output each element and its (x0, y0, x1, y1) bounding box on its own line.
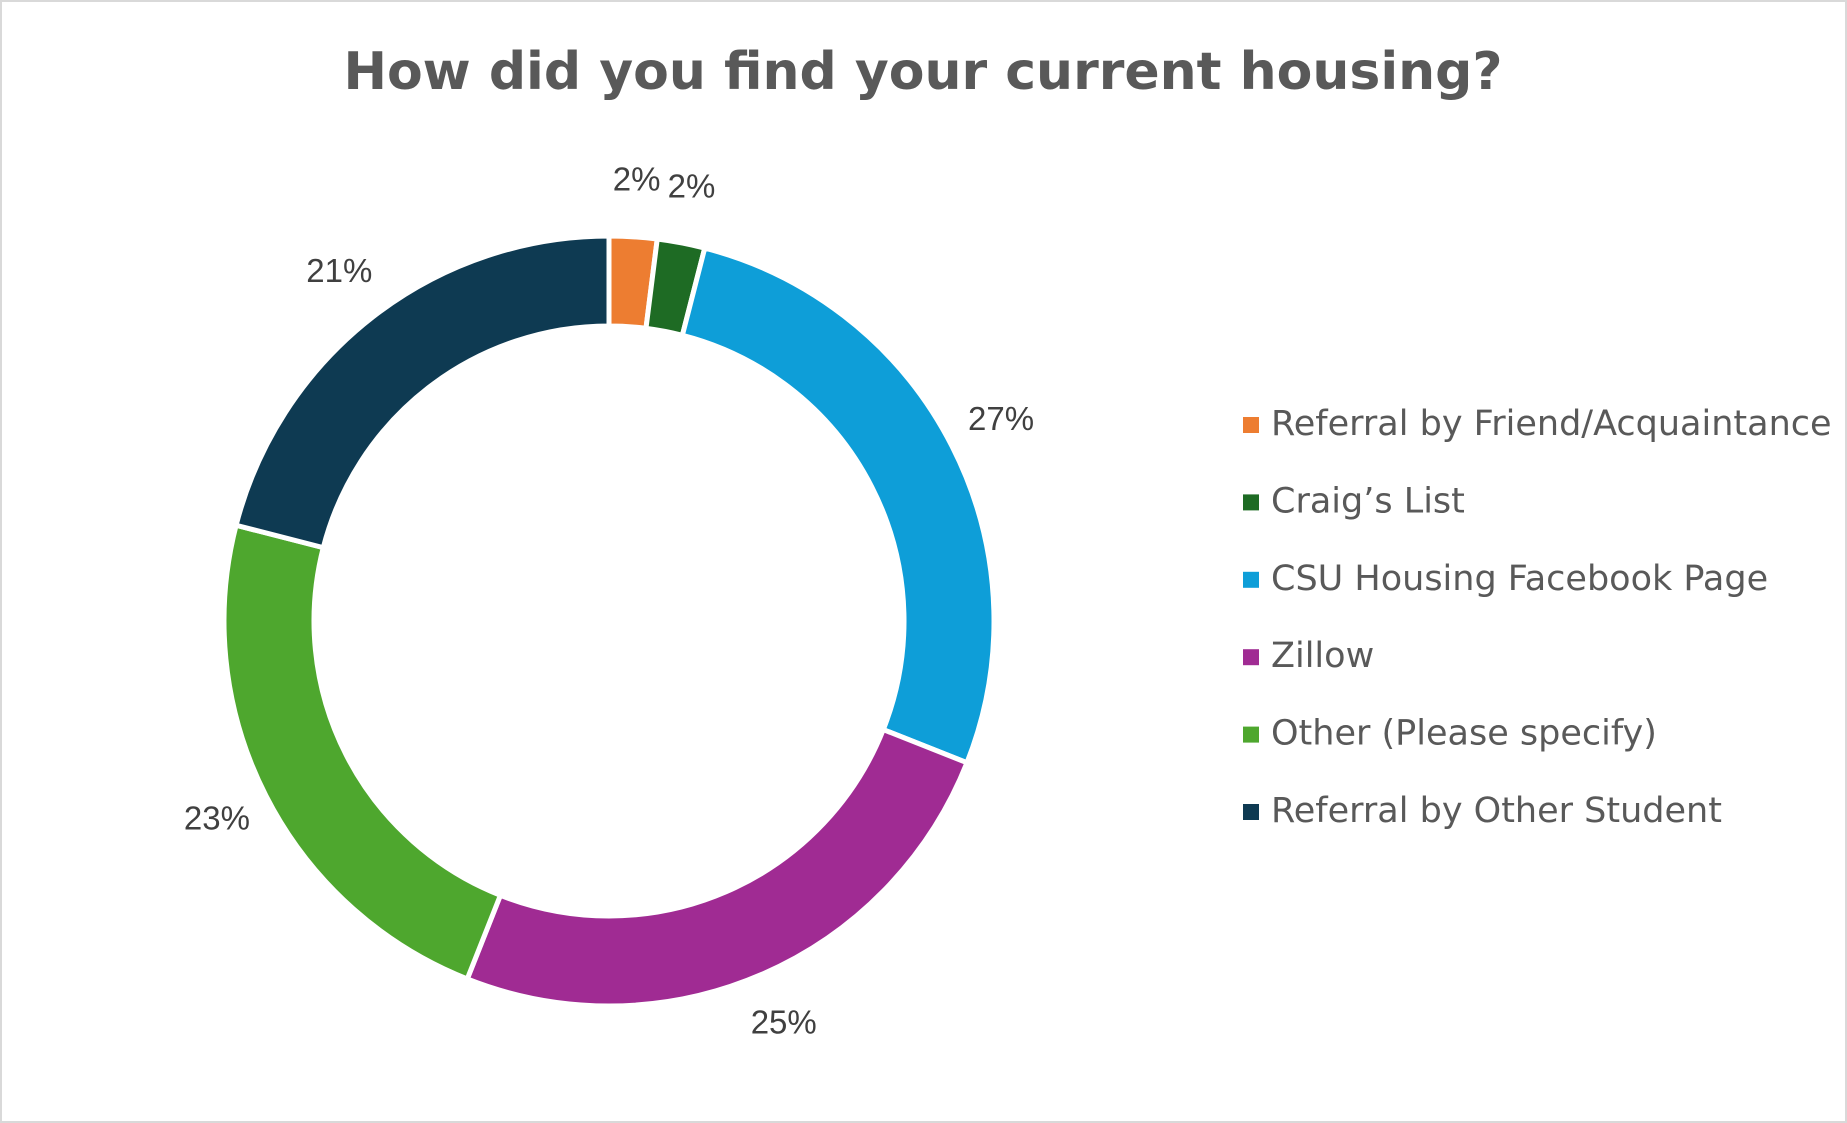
legend-swatch (1243, 804, 1259, 820)
legend-label: Referral by Other Student (1271, 791, 1722, 831)
legend-label: Referral by Friend/Acquaintance (1271, 404, 1832, 444)
legend-swatch (1243, 649, 1259, 666)
value-label: 21% (306, 252, 372, 289)
legend-swatch (1243, 571, 1259, 588)
legend-swatch (1243, 417, 1259, 433)
value-label: 25% (751, 1004, 817, 1041)
value-label: 27% (968, 400, 1034, 437)
legend-swatch (1243, 494, 1259, 511)
value-label: 2% (613, 161, 661, 198)
donut-slice (679, 245, 997, 766)
legend-label: Zillow (1271, 636, 1374, 676)
legend-label: Other (Please specify) (1271, 714, 1657, 754)
chart-title: How did you find your current housing? (343, 42, 1502, 102)
value-label: 23% (184, 799, 250, 836)
donut-slice (233, 233, 612, 551)
legend-label: CSU Housing Facebook Page (1271, 559, 1768, 599)
donut-slice (221, 522, 504, 983)
value-label: 2% (668, 168, 716, 205)
legend-label: Craig’s List (1271, 481, 1465, 521)
legend-swatch (1243, 726, 1259, 743)
